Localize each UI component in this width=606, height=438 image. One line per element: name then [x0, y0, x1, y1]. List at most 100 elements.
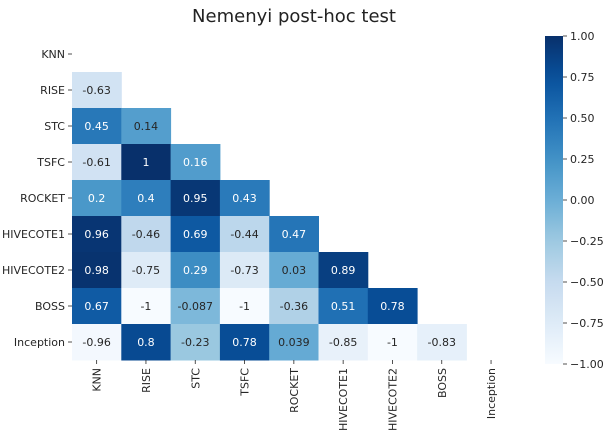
- heatmap-cell: [72, 108, 122, 145]
- x-tick-label: KNN: [91, 368, 104, 392]
- heatmap-cell: [170, 288, 221, 325]
- cell-value-label: -0.61: [82, 156, 110, 169]
- heatmap-cells: -0.63 0.45 0.14 -0.61 1 0.16 0.2 0.4 0.95 0.43 0.9…: [72, 72, 467, 361]
- y-tick-label: HIVECOTE2: [2, 264, 65, 277]
- cell-value-label: 0.89: [331, 264, 356, 277]
- heatmap-cell: [367, 288, 418, 325]
- heatmap-cell: [170, 216, 221, 253]
- heatmap-cell: [219, 252, 270, 289]
- heatmap-cell: [121, 288, 172, 325]
- heatmap-cell: [170, 324, 221, 361]
- x-tick-label: TSFC: [239, 368, 252, 397]
- cell-value-label: 0.8: [137, 336, 155, 349]
- heatmap-cell: [72, 288, 122, 325]
- cell-value-label: 0.96: [84, 228, 109, 241]
- cell-value-label: 0.95: [183, 192, 208, 205]
- cell-value-label: -0.23: [181, 336, 209, 349]
- y-tick-label: Inception: [14, 336, 65, 349]
- heatmap-cell: [121, 252, 172, 289]
- cell-value-label: -0.73: [230, 264, 258, 277]
- heatmap-cell: [72, 216, 122, 253]
- heatmap-cell: [219, 324, 270, 361]
- cell-value-label: 0.47: [282, 228, 307, 241]
- colorbar-tick-label: 0.75: [570, 71, 595, 84]
- heatmap-cell: [170, 252, 221, 289]
- heatmap-cell: [121, 180, 172, 217]
- colorbar: 1.00 0.75 0.50 0.25 0.00 −0.25 −0.50 −0.75 −1.00: [545, 30, 604, 371]
- cell-value-label: -0.96: [82, 336, 110, 349]
- cell-value-label: 0.29: [183, 264, 208, 277]
- x-tick-label: BOSS: [436, 368, 449, 398]
- heatmap-cell: [318, 324, 369, 361]
- x-tick-label: HIVECOTE1: [337, 368, 350, 431]
- colorbar-tick-label: 1.00: [570, 30, 595, 43]
- heatmap-cell: [72, 180, 122, 217]
- heatmap-cell: [417, 324, 467, 361]
- cell-value-label: -0.46: [132, 228, 160, 241]
- x-tick-label: RISE: [140, 368, 153, 393]
- cell-value-label: -0.75: [132, 264, 160, 277]
- heatmap-cell: [121, 216, 172, 253]
- colorbar-tick-label: −0.50: [570, 276, 604, 289]
- y-tick-label: ROCKET: [20, 192, 65, 205]
- cell-value-label: -0.63: [82, 84, 110, 97]
- colorbar-tick-label: −1.00: [570, 358, 604, 371]
- cell-value-label: 0.51: [331, 300, 356, 313]
- cell-value-label: -0.087: [178, 300, 213, 313]
- heatmap-cell: [269, 324, 319, 361]
- x-tick-label: Inception: [485, 368, 498, 419]
- cell-value-label: 0.43: [232, 192, 257, 205]
- heatmap-cell: [269, 252, 319, 289]
- cell-value-label: 1: [142, 156, 149, 169]
- heatmap-cell: [219, 216, 270, 253]
- x-tick-label: HIVECOTE2: [386, 368, 399, 431]
- colorbar-gradient: [545, 36, 563, 364]
- heatmap-cell: [72, 72, 122, 109]
- y-tick-label: STC: [44, 120, 65, 133]
- colorbar-tick-label: 0.25: [570, 153, 595, 166]
- y-tick-label: RISE: [40, 84, 65, 97]
- heatmap-cell: [367, 324, 418, 361]
- heatmap-cell: [170, 144, 221, 181]
- y-tick-label: TSFC: [36, 156, 65, 169]
- heatmap-cell: [121, 144, 172, 181]
- chart-title: Nemenyi post-hoc test: [192, 6, 396, 27]
- cell-value-label: -0.44: [230, 228, 258, 241]
- cell-value-label: 0.98: [84, 264, 109, 277]
- cell-value-label: 0.78: [380, 300, 405, 313]
- heatmap-cell: [72, 252, 122, 289]
- cell-value-label: 0.67: [84, 300, 109, 313]
- x-tick-label: ROCKET: [288, 368, 301, 413]
- cell-value-label: -0.36: [280, 300, 308, 313]
- y-tick-labels: KNN RISE STC TSFC ROCKET HIVECOTE1 HIVECOTE2 BO…: [2, 48, 72, 349]
- cell-value-label: 0.16: [183, 156, 208, 169]
- heatmap-cell: [219, 288, 270, 325]
- heatmap-cell: [72, 144, 122, 181]
- cell-value-label: -1: [239, 300, 250, 313]
- cell-value-label: 0.03: [282, 264, 307, 277]
- colorbar-tick-label: 0.50: [570, 112, 595, 125]
- y-tick-label: BOSS: [35, 300, 65, 313]
- cell-value-label: 0.2: [88, 192, 106, 205]
- heatmap-cell: [318, 288, 369, 325]
- cell-value-label: 0.039: [278, 336, 310, 349]
- heatmap-cell: [269, 288, 319, 325]
- colorbar-tick-label: 0.00: [570, 194, 595, 207]
- cell-value-label: -1: [387, 336, 398, 349]
- cell-value-label: 0.4: [137, 192, 155, 205]
- heatmap-cell: [269, 216, 319, 253]
- colorbar-tick-label: −0.25: [570, 235, 604, 248]
- cell-value-label: -0.83: [428, 336, 456, 349]
- heatmap-cell: [219, 180, 270, 217]
- cell-value-label: 0.14: [134, 120, 159, 133]
- y-tick-label: KNN: [41, 48, 65, 61]
- x-tick-labels: KNN RISE STC TSFC ROCKET HIVECOTE1 HIVECOTE2 BO…: [91, 360, 498, 431]
- x-tick-label: STC: [189, 368, 202, 389]
- heatmap-cell: [318, 252, 369, 289]
- colorbar-tick-label: −0.75: [570, 317, 604, 330]
- heatmap-cell: [121, 324, 172, 361]
- y-tick-label: HIVECOTE1: [2, 228, 65, 241]
- heatmap-cell: [170, 180, 221, 217]
